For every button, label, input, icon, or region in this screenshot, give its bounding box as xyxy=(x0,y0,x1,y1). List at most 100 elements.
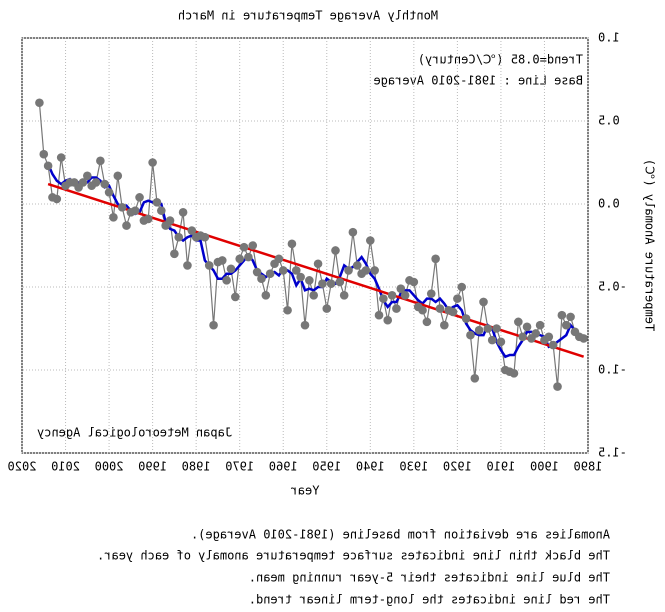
y-axis-label: Temperature Anomaly (℃) xyxy=(643,159,657,331)
y-tick-label: 0.0 xyxy=(598,197,620,211)
data-point xyxy=(139,216,149,225)
data-point xyxy=(339,291,349,300)
data-point xyxy=(83,171,92,181)
x-tick-label: 1910 xyxy=(486,460,515,474)
data-point xyxy=(287,239,297,249)
x-tick-label: 1980 xyxy=(182,460,211,474)
annotation: Japan Meteorological Agency xyxy=(37,426,232,440)
data-point xyxy=(348,227,358,237)
data-point xyxy=(457,282,467,292)
data-point xyxy=(235,254,244,264)
data-point xyxy=(322,304,332,313)
data-point xyxy=(405,276,414,285)
data-point xyxy=(479,297,488,307)
data-point xyxy=(48,193,57,202)
data-point xyxy=(100,179,110,189)
data-point xyxy=(257,274,266,284)
data-point xyxy=(326,279,336,288)
data-point xyxy=(496,337,506,347)
data-point xyxy=(61,181,70,191)
annotation: Trend=0.85 (℃/Century) xyxy=(418,53,583,67)
chart-title: Monthly Average Temperature in March xyxy=(178,9,438,23)
note: Anomalies are deviation from baseline (1… xyxy=(191,528,610,542)
data-point xyxy=(278,266,288,275)
data-point xyxy=(487,335,497,345)
data-point xyxy=(570,327,580,337)
data-point xyxy=(87,181,96,191)
data-point xyxy=(161,221,170,230)
data-point xyxy=(548,340,558,350)
data-point xyxy=(252,267,262,277)
data-point xyxy=(352,261,362,270)
x-tick-label: 1950 xyxy=(312,460,341,474)
data-point xyxy=(191,232,201,242)
data-point xyxy=(170,249,179,259)
data-point xyxy=(174,232,184,242)
data-point xyxy=(470,374,480,383)
y-tick-label: -1.0 xyxy=(598,363,627,377)
x-tick-label: 1940 xyxy=(356,460,385,474)
data-point xyxy=(396,284,406,293)
data-point xyxy=(296,272,305,282)
x-axis-label: Year xyxy=(291,484,320,498)
data-point xyxy=(96,156,105,166)
x-tick-label: 1890 xyxy=(574,460,603,474)
y-tick-label: -0.5 xyxy=(598,280,627,294)
data-point xyxy=(383,315,393,325)
data-point xyxy=(39,149,49,159)
x-tick-label: 2020 xyxy=(8,460,37,474)
data-point xyxy=(313,259,323,269)
data-point xyxy=(500,365,510,375)
data-point xyxy=(466,330,475,340)
data-point xyxy=(244,252,253,262)
data-point xyxy=(474,325,484,335)
data-point xyxy=(204,261,214,270)
x-tick-label: 1990 xyxy=(138,460,167,474)
data-point xyxy=(522,322,532,332)
data-point xyxy=(422,317,432,327)
data-point xyxy=(248,241,258,250)
data-point xyxy=(239,242,249,252)
plot-frame xyxy=(21,37,589,454)
data-point xyxy=(148,158,157,167)
data-point xyxy=(331,246,340,255)
data-point xyxy=(344,266,353,275)
data-point xyxy=(453,294,462,303)
note: The black thin line indicates surface te… xyxy=(97,549,610,563)
data-point xyxy=(135,193,144,202)
data-point xyxy=(117,203,127,212)
data-point xyxy=(444,305,453,315)
data-point xyxy=(43,161,53,171)
data-point xyxy=(379,294,388,303)
data-point xyxy=(231,292,240,302)
data-point xyxy=(300,320,310,330)
note: The red line indicates the long-term lin… xyxy=(249,593,610,607)
y-tick-label: -1.5 xyxy=(598,446,627,460)
x-tick-label: 1920 xyxy=(443,460,472,474)
data-point xyxy=(152,198,162,207)
data-point xyxy=(318,279,327,288)
data-point xyxy=(557,310,567,320)
y-tick-label: 0.5 xyxy=(598,114,620,128)
data-point xyxy=(435,304,445,313)
data-point xyxy=(400,291,410,300)
data-point xyxy=(126,208,136,217)
x-tick-label: 1930 xyxy=(399,460,428,474)
data-point xyxy=(366,236,375,245)
data-point xyxy=(226,264,236,274)
data-point xyxy=(291,266,301,275)
data-point xyxy=(283,305,292,315)
data-point xyxy=(413,302,423,312)
data-point xyxy=(374,310,384,320)
y-tick-label: 1.0 xyxy=(598,31,620,45)
data-point xyxy=(553,382,562,391)
data-point xyxy=(122,221,131,230)
data-point xyxy=(492,324,501,333)
data-point xyxy=(113,171,123,181)
data-point xyxy=(183,261,192,270)
data-point xyxy=(35,98,44,108)
data-point xyxy=(518,332,527,342)
data-point xyxy=(178,208,188,217)
